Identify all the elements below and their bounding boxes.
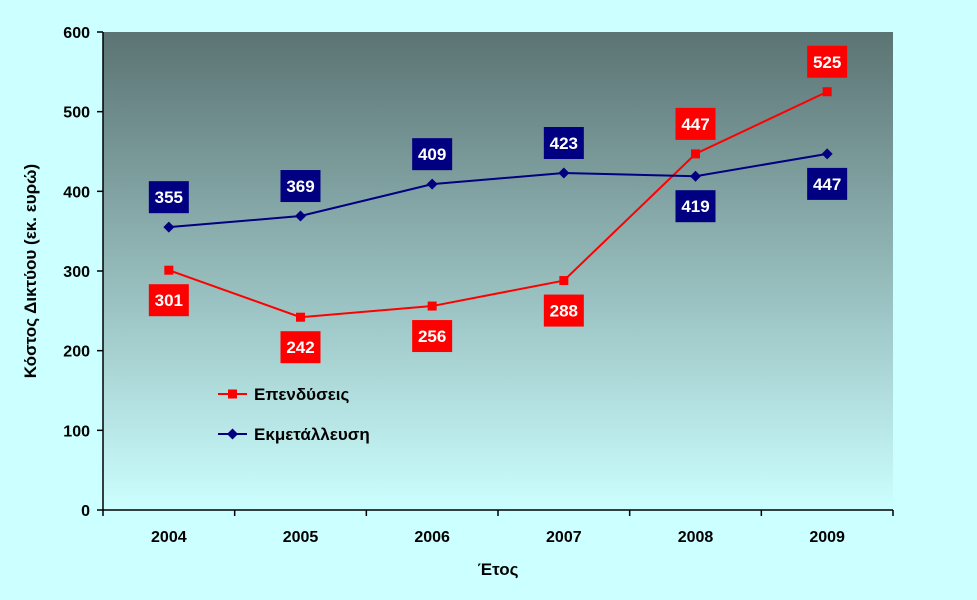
data-point-marker [559, 276, 569, 286]
x-tick-label: 2007 [546, 529, 582, 546]
plot-area [103, 32, 893, 510]
axes: 0 100 200 300 400 500 600 2004 2005 2006 2007 2008 2… [63, 25, 894, 546]
data-label-text: 242 [286, 338, 314, 357]
legend-entry-1: Επενδύσεις [218, 385, 350, 404]
data-point-marker [295, 210, 306, 222]
data-label: 447 [675, 107, 716, 140]
data-label-text: 409 [418, 145, 446, 164]
data-label-box [675, 190, 716, 223]
x-tick-label: 2009 [809, 529, 845, 546]
data-labels: 301 242 256 288 447 525 355 369 409 423 419 447 [148, 45, 848, 364]
data-label: 409 [412, 138, 453, 171]
data-label-text: 419 [681, 197, 709, 216]
data-label: 423 [543, 127, 584, 160]
data-label: 242 [280, 331, 321, 364]
legend-label: Επενδύσεις [254, 385, 350, 404]
legend: Επενδύσεις Εκμετάλλευση [218, 385, 370, 444]
data-label-box [543, 294, 584, 327]
x-axis-title: Έτος [478, 560, 519, 579]
data-label-text: 355 [155, 188, 183, 207]
series-line-2 [168, 152, 828, 229]
data-label-text: 288 [550, 302, 578, 321]
data-label-text: 447 [681, 115, 709, 134]
legend-marker [227, 428, 238, 440]
data-point-marker [558, 167, 570, 179]
data-label-box [412, 320, 453, 353]
data-label-box [675, 107, 716, 140]
y-tick-label: 200 [63, 344, 90, 361]
y-tick-label: 100 [63, 423, 90, 440]
legend-entry-2: Εκμετάλλευση [218, 425, 370, 444]
x-tick-label: 2008 [678, 529, 714, 546]
data-label-text: 369 [286, 177, 314, 196]
data-label: 256 [412, 320, 453, 353]
data-label-box [280, 170, 321, 203]
data-label-box [148, 181, 189, 214]
data-point-marker [821, 148, 833, 160]
data-label: 369 [280, 170, 321, 203]
x-tick-label: 2006 [414, 529, 450, 546]
data-label: 288 [543, 294, 584, 327]
y-tick-label: 300 [63, 264, 90, 281]
data-point-marker [691, 149, 700, 159]
series-layer [163, 87, 833, 322]
y-tick-label: 600 [63, 25, 90, 42]
x-tick-label: 2004 [151, 529, 187, 546]
data-label-box [280, 331, 321, 364]
data-label: 301 [148, 284, 189, 317]
data-point-marker [822, 87, 832, 97]
data-point-marker [427, 301, 437, 311]
data-label: 525 [807, 45, 848, 78]
data-label-text: 525 [813, 53, 841, 72]
data-label-text: 256 [418, 327, 446, 346]
data-label-text: 301 [155, 291, 183, 310]
data-label-box [807, 45, 848, 78]
data-label: 419 [675, 190, 716, 223]
y-tick-label: 400 [63, 184, 90, 201]
y-tick-label: 0 [81, 503, 90, 520]
data-label-text: 447 [813, 175, 841, 194]
y-tick-label: 500 [63, 105, 90, 122]
data-point-marker [164, 265, 174, 275]
legend-marker [228, 389, 237, 399]
data-label-box [543, 127, 584, 160]
legend-label: Εκμετάλλευση [254, 425, 370, 444]
data-point-marker [163, 221, 175, 233]
data-label: 355 [148, 181, 189, 214]
data-point-marker [296, 312, 305, 322]
data-point-marker [690, 170, 701, 182]
series-line-1 [168, 90, 828, 319]
data-label-box [412, 138, 453, 171]
x-tick-label: 2005 [283, 529, 319, 546]
y-axis-title: Κόστος Δικτύου (εκ. ευρώ) [21, 164, 40, 378]
data-point-marker [426, 178, 438, 190]
data-label: 447 [807, 167, 848, 200]
data-label-text: 423 [550, 134, 578, 153]
data-label-box [807, 167, 848, 200]
data-label-box [148, 284, 189, 317]
